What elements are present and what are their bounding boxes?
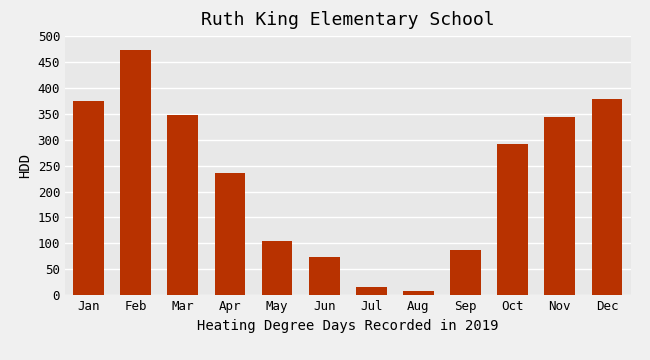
- Bar: [120, 50, 151, 295]
- Bar: [309, 257, 339, 295]
- Title: Ruth King Elementary School: Ruth King Elementary School: [201, 11, 495, 29]
- Bar: [545, 117, 575, 295]
- Bar: [214, 174, 245, 295]
- Bar: [403, 291, 434, 295]
- Bar: [497, 144, 528, 295]
- Bar: [73, 101, 104, 295]
- Bar: [450, 250, 481, 295]
- Bar: [592, 99, 622, 295]
- Bar: [356, 287, 387, 295]
- X-axis label: Heating Degree Days Recorded in 2019: Heating Degree Days Recorded in 2019: [197, 319, 499, 333]
- Bar: [168, 115, 198, 295]
- Y-axis label: HDD: HDD: [18, 153, 32, 178]
- Bar: [262, 241, 292, 295]
